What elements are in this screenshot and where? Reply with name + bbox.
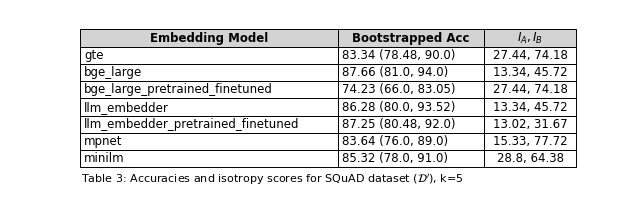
- Text: bge_large_pretrained_finetuned: bge_large_pretrained_finetuned: [84, 83, 273, 96]
- Text: gte: gte: [84, 49, 104, 62]
- Bar: [338, 81, 484, 98]
- Bar: [80, 47, 338, 64]
- Bar: [80, 150, 338, 168]
- Text: mpnet: mpnet: [84, 135, 122, 148]
- Bar: [338, 98, 484, 116]
- Text: 28.8, 64.38: 28.8, 64.38: [497, 152, 564, 165]
- Text: 13.02, 31.67: 13.02, 31.67: [493, 118, 568, 131]
- Bar: [338, 29, 484, 47]
- Bar: [484, 47, 576, 64]
- Text: 27.44, 74.18: 27.44, 74.18: [493, 49, 568, 62]
- Bar: [80, 64, 338, 81]
- Text: minilm: minilm: [84, 152, 125, 165]
- Text: 27.44, 74.18: 27.44, 74.18: [493, 83, 568, 96]
- Text: 87.66 (81.0, 94.0): 87.66 (81.0, 94.0): [342, 66, 448, 79]
- Text: 83.34 (78.48, 90.0): 83.34 (78.48, 90.0): [342, 49, 455, 62]
- Bar: [80, 98, 338, 116]
- Bar: [484, 98, 576, 116]
- Bar: [484, 81, 576, 98]
- Bar: [80, 81, 338, 98]
- Bar: [80, 133, 338, 150]
- Text: 86.28 (80.0, 93.52): 86.28 (80.0, 93.52): [342, 101, 455, 114]
- Text: llm_embedder_pretrained_finetuned: llm_embedder_pretrained_finetuned: [84, 118, 300, 131]
- Text: Table 3: Accuracies and isotropy scores for SQuAD dataset ($\mathcal{D}^{\prime}: Table 3: Accuracies and isotropy scores …: [81, 172, 464, 187]
- Text: 87.25 (80.48, 92.0): 87.25 (80.48, 92.0): [342, 118, 456, 131]
- Text: Embedding Model: Embedding Model: [150, 31, 268, 45]
- Text: Bootstrapped Acc: Bootstrapped Acc: [353, 31, 470, 45]
- Text: 83.64 (76.0, 89.0): 83.64 (76.0, 89.0): [342, 135, 448, 148]
- Text: 85.32 (78.0, 91.0): 85.32 (78.0, 91.0): [342, 152, 448, 165]
- Bar: [484, 64, 576, 81]
- Text: 13.34, 45.72: 13.34, 45.72: [493, 66, 568, 79]
- Bar: [80, 116, 338, 133]
- Bar: [338, 64, 484, 81]
- Bar: [338, 47, 484, 64]
- Bar: [338, 133, 484, 150]
- Bar: [484, 133, 576, 150]
- Bar: [338, 116, 484, 133]
- Text: $\mathit{I}_A, \mathit{I}_B$: $\mathit{I}_A, \mathit{I}_B$: [517, 30, 543, 46]
- Text: 13.34, 45.72: 13.34, 45.72: [493, 101, 568, 114]
- Bar: [484, 29, 576, 47]
- Bar: [484, 150, 576, 168]
- Text: 15.33, 77.72: 15.33, 77.72: [493, 135, 568, 148]
- Bar: [338, 150, 484, 168]
- Bar: [484, 116, 576, 133]
- Bar: [80, 29, 338, 47]
- Text: 74.23 (66.0, 83.05): 74.23 (66.0, 83.05): [342, 83, 456, 96]
- Text: bge_large: bge_large: [84, 66, 142, 79]
- Text: llm_embedder: llm_embedder: [84, 101, 169, 114]
